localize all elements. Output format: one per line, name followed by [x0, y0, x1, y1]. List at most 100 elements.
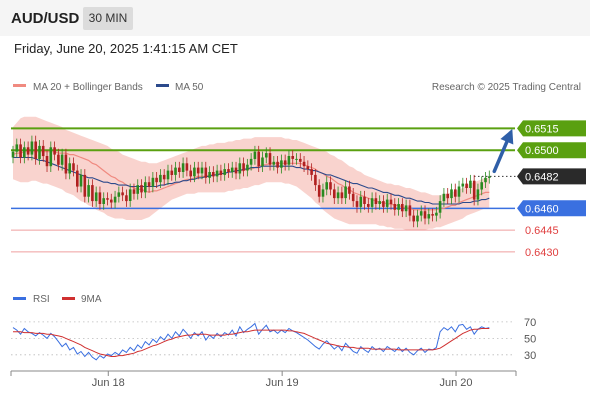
candle-body: [283, 160, 287, 165]
candle-body: [91, 185, 94, 202]
candle-body: [57, 154, 60, 165]
level-label-0.6500: 0.6500: [525, 145, 559, 157]
candle-body: [132, 189, 136, 194]
candle-body: [397, 204, 400, 210]
x-tick-label: Jun 18: [92, 377, 125, 389]
header-bar: AUD/USD 30 MIN: [0, 0, 590, 36]
candle-body: [268, 153, 272, 165]
candle-body: [162, 174, 166, 180]
candle-body: [117, 192, 121, 197]
candle-body: [295, 158, 298, 160]
candle-body: [329, 182, 332, 190]
candle-body: [393, 204, 397, 210]
candle-body: [212, 172, 215, 177]
candle-body: [351, 193, 355, 202]
candle-body: [265, 153, 268, 158]
candle-body: [299, 158, 302, 162]
x-tick-label: Jun 19: [266, 377, 299, 389]
timeframe-button[interactable]: 30 MIN: [83, 7, 133, 30]
candle-body: [110, 199, 113, 203]
candle-body: [227, 169, 230, 172]
x-axis: Jun 18 Jun 19 Jun 20: [10, 370, 517, 389]
candle-body: [94, 192, 98, 202]
candle-body: [457, 186, 461, 197]
candle-body: [11, 151, 15, 158]
candle-body: [196, 167, 200, 174]
candle-body: [389, 199, 393, 204]
rsi-legend-swatch: [13, 297, 26, 300]
candle-body: [121, 192, 124, 196]
candle-body: [359, 196, 363, 207]
candle-body: [408, 205, 412, 216]
x-tick-label: Jun 20: [440, 377, 473, 389]
candle-body: [412, 215, 415, 222]
candle-body: [348, 186, 351, 194]
level-tag-0.6500: [517, 142, 586, 159]
candle-body: [215, 170, 219, 177]
candle-body: [230, 167, 234, 172]
candle-body: [374, 198, 378, 204]
price-levels: [11, 127, 517, 253]
candle-body: [287, 156, 291, 165]
candle-body: [49, 147, 53, 167]
candle-body: [484, 177, 487, 183]
level-tag-0.6482: [517, 168, 586, 185]
research-credit: Research © 2025 Trading Central: [432, 82, 581, 93]
candle-body: [83, 174, 87, 197]
candle-body: [442, 193, 446, 202]
candle-body: [87, 185, 90, 197]
candle-body: [378, 201, 381, 204]
candle-body: [246, 164, 249, 171]
candle-body: [223, 169, 226, 175]
candle-body: [249, 158, 253, 165]
candle-body: [15, 144, 19, 152]
instrument-title: AUD/USD: [11, 10, 80, 27]
candle-body: [219, 170, 223, 175]
candle-body: [200, 167, 204, 174]
candle-body: [64, 154, 68, 174]
candle-body: [208, 172, 211, 178]
candle-body: [435, 212, 438, 216]
candle-body: [363, 196, 366, 204]
rsi-legend: RSI 9MA: [13, 294, 102, 305]
candle-body: [336, 192, 340, 199]
candle-body: [419, 211, 423, 216]
candle-body: [404, 205, 408, 212]
arrow-head: [500, 128, 514, 145]
candle-body: [291, 156, 294, 159]
level-tag-0.6515: [517, 120, 586, 137]
candle-body: [189, 170, 192, 177]
candle-body: [302, 161, 306, 167]
candle-body: [431, 214, 434, 216]
candle-body: [174, 167, 177, 175]
candle-body: [446, 193, 449, 199]
rsi-ma9-line: [13, 328, 490, 357]
ma50-legend-swatch: [156, 84, 169, 87]
candle-body: [382, 201, 385, 207]
rsi-legend-label: RSI: [33, 294, 50, 305]
candle-body: [151, 177, 155, 187]
candle-body: [480, 182, 483, 190]
candle-body: [234, 167, 238, 174]
candle-body: [476, 189, 480, 200]
candle-body: [155, 177, 158, 183]
candle-body: [340, 192, 344, 199]
bollinger-band-area: [13, 116, 490, 231]
candle-body: [113, 196, 117, 203]
candle-body: [125, 195, 128, 202]
candle-body: [204, 167, 208, 178]
candle-body: [310, 169, 313, 175]
candle-body: [140, 185, 143, 193]
candle-body: [185, 163, 189, 171]
ma9-legend-label: 9MA: [81, 294, 102, 305]
candle-body: [325, 182, 328, 190]
ma50-legend-label: MA 50: [175, 82, 204, 93]
candle-body: [427, 214, 431, 219]
rsi-panel: 30 50 70: [11, 317, 536, 362]
candle-body: [19, 144, 22, 158]
candle-body: [314, 174, 317, 186]
candle-body: [26, 147, 30, 155]
candle-body: [136, 185, 139, 194]
candle-body: [416, 215, 419, 222]
